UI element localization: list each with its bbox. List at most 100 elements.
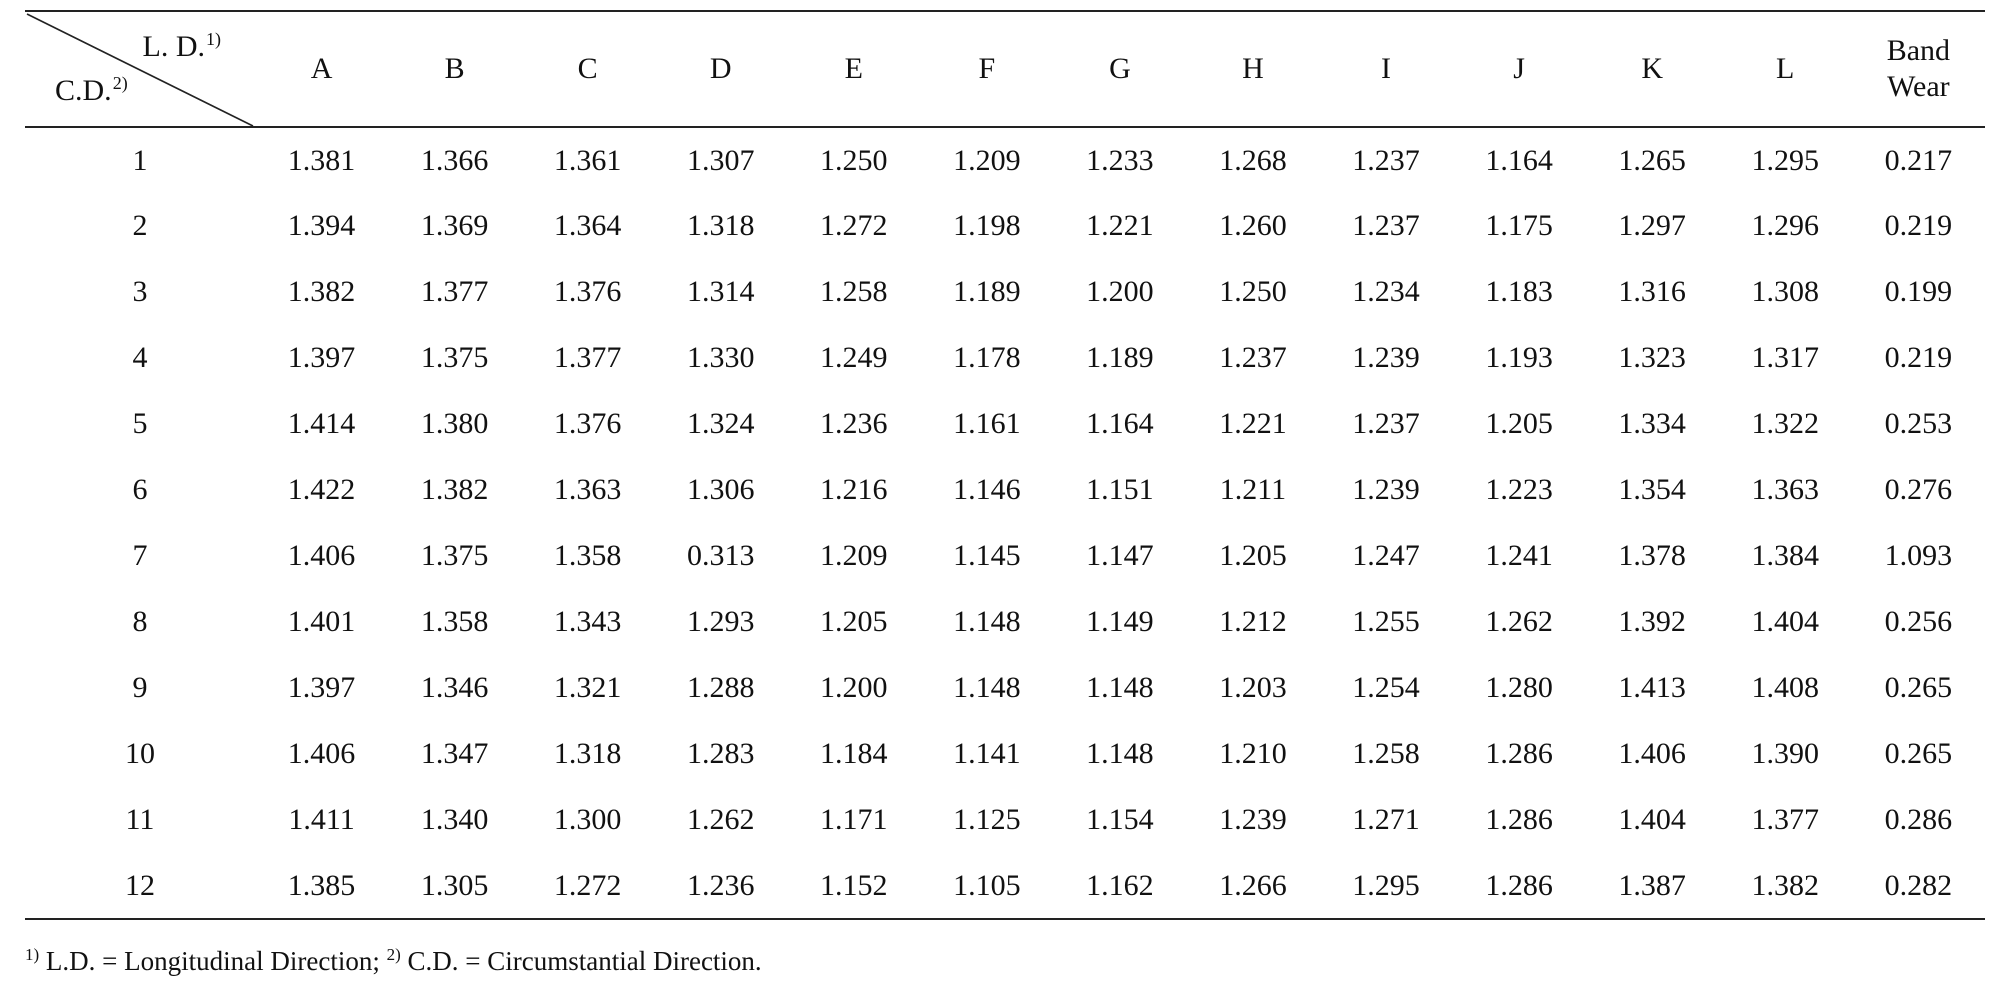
table-cell: 1.414: [287, 407, 356, 440]
table-cell: 1.205: [820, 605, 888, 638]
table-cell: 1.324: [686, 407, 755, 440]
table-cell: 1.221: [1086, 209, 1154, 242]
table-cell: 1.381: [287, 143, 356, 177]
table-cell: 1.316: [1618, 275, 1686, 308]
table-cell: 1.255: [1352, 605, 1420, 638]
row-label: 5: [132, 407, 148, 440]
table-cell: 1.193: [1485, 341, 1553, 374]
table-cell: 1.394: [287, 209, 356, 242]
table-cell: 0.199: [1884, 275, 1953, 308]
table-cell: 1.189: [953, 275, 1021, 308]
table-row: 7 1.406 1.375 1.358 0.313 1.209 1.145 1.147 1.20…: [25, 523, 1985, 589]
table-cell: 1.234: [1352, 275, 1420, 308]
corner-top-label: L. D.1): [142, 29, 222, 63]
column-header-j: J: [1513, 52, 1525, 85]
column-header-k: K: [1641, 52, 1663, 85]
table-cell: 1.358: [553, 539, 622, 572]
table-cell: 1.237: [1352, 209, 1420, 242]
table-cell: 1.272: [820, 209, 888, 242]
table-cell: 1.236: [686, 868, 755, 902]
table-cell: 1.358: [420, 605, 489, 638]
table-cell: 1.154: [1086, 803, 1154, 836]
table-cell: 1.271: [1352, 803, 1420, 836]
table-cell: 1.221: [1219, 407, 1287, 440]
table-cell: 1.376: [553, 275, 622, 308]
table-cell: 1.189: [1086, 341, 1154, 374]
table-cell: 1.200: [820, 671, 888, 704]
table-cell: 1.369: [420, 209, 489, 242]
row-label: 6: [132, 473, 148, 506]
table-cell: 1.239: [1219, 803, 1287, 836]
table-cell: 1.241: [1485, 539, 1553, 572]
table-cell: 1.296: [1751, 209, 1819, 242]
table-cell: 1.406: [287, 539, 356, 572]
table-cell: 1.262: [1485, 605, 1553, 638]
table-cell: 1.148: [953, 605, 1021, 638]
table-cell: 1.184: [820, 737, 888, 770]
column-header-f: F: [978, 52, 996, 85]
table-cell: 1.385: [287, 868, 356, 902]
table-cell: 1.147: [1086, 539, 1154, 572]
row-label: 12: [125, 868, 155, 902]
table-cell: 1.183: [1485, 275, 1553, 308]
table-cell: 1.164: [1086, 407, 1154, 440]
column-header-c: C: [577, 52, 598, 85]
table-cell: 1.178: [953, 341, 1021, 374]
row-label: 3: [132, 275, 148, 308]
column-header-g: G: [1109, 52, 1131, 85]
table-cell: 0.256: [1884, 605, 1953, 638]
table-cell: 1.377: [1751, 803, 1819, 836]
table-row: 4 1.397 1.375 1.377 1.330 1.249 1.178 1.189 1.23…: [25, 325, 1985, 391]
table-cell: 1.401: [287, 605, 356, 638]
table-cell: 1.171: [820, 803, 888, 836]
row-label: 10: [125, 737, 155, 770]
column-header-d: D: [709, 52, 732, 85]
table-cell: 1.152: [820, 868, 888, 902]
table-cell: 1.297: [1618, 209, 1686, 242]
table-cell: 1.209: [953, 143, 1021, 177]
corner-diagonal-line: [26, 13, 254, 127]
row-label: 9: [132, 671, 148, 704]
table-cell: 1.293: [686, 605, 755, 638]
table-row: 5 1.414 1.380 1.376 1.324 1.236 1.161 1.164 1.22…: [25, 391, 1985, 457]
band-wear-header-line: Wear: [1887, 70, 1950, 103]
footnote-text-2: C.D. = Circumstantial Direction.: [400, 946, 762, 976]
table-cell: 1.250: [820, 143, 888, 177]
table-cell: 1.237: [1352, 407, 1420, 440]
table-cell: 1.321: [553, 671, 622, 704]
table-cell: 1.250: [1219, 275, 1287, 308]
table-footnote: 1) L.D. = Longitudinal Direction; 2) C.D…: [25, 946, 762, 977]
table-row: 9 1.397 1.346 1.321 1.288 1.200 1.148 1.148 1.20…: [25, 655, 1985, 721]
table-cell: 1.141: [953, 737, 1021, 770]
footnote-text-1: L.D. = Longitudinal Direction;: [39, 946, 387, 976]
table-row: 3 1.382 1.377 1.376 1.314 1.258 1.189 1.200 1.25…: [25, 259, 1985, 325]
table-cell: 1.363: [1751, 473, 1819, 506]
table-cell: 1.390: [1751, 737, 1819, 770]
table-cell: 1.286: [1485, 737, 1553, 770]
table-cell: 1.318: [686, 209, 755, 242]
table-row: 10 1.406 1.347 1.318 1.283 1.184 1.141 1.148 1.2…: [25, 721, 1985, 787]
header-row: L. D.1) C.D.2) A B C D E F G H I J K L Band Wear: [25, 11, 1985, 127]
corner-bottom-mark: 2): [112, 73, 128, 93]
column-header-a: A: [310, 52, 333, 85]
table-cell: 1.300: [553, 803, 622, 836]
table-cell: 1.411: [288, 803, 355, 836]
table-cell: 1.317: [1751, 341, 1819, 374]
footnote-mark-1: 1): [25, 945, 40, 964]
table-cell: 0.219: [1884, 209, 1953, 242]
table-cell: 1.361: [553, 143, 622, 177]
table-cell: 1.408: [1751, 671, 1819, 704]
table-cell: 1.375: [420, 341, 489, 374]
table-cell: 1.347: [420, 737, 489, 770]
table-cell: 1.148: [1086, 671, 1154, 704]
table-cell: 1.413: [1618, 671, 1686, 704]
table-row: 11 1.411 1.340 1.300 1.262 1.171 1.125 1.154 1.2…: [25, 787, 1985, 853]
table-cell: 1.236: [820, 407, 888, 440]
table-cell: 1.340: [420, 803, 489, 836]
table-cell: 1.376: [553, 407, 622, 440]
table-cell: 1.306: [686, 473, 755, 506]
table-cell: 0.282: [1884, 868, 1953, 902]
table-cell: 1.216: [820, 473, 888, 506]
table-cell: 1.254: [1352, 671, 1420, 704]
table-cell: 1.105: [953, 868, 1021, 902]
